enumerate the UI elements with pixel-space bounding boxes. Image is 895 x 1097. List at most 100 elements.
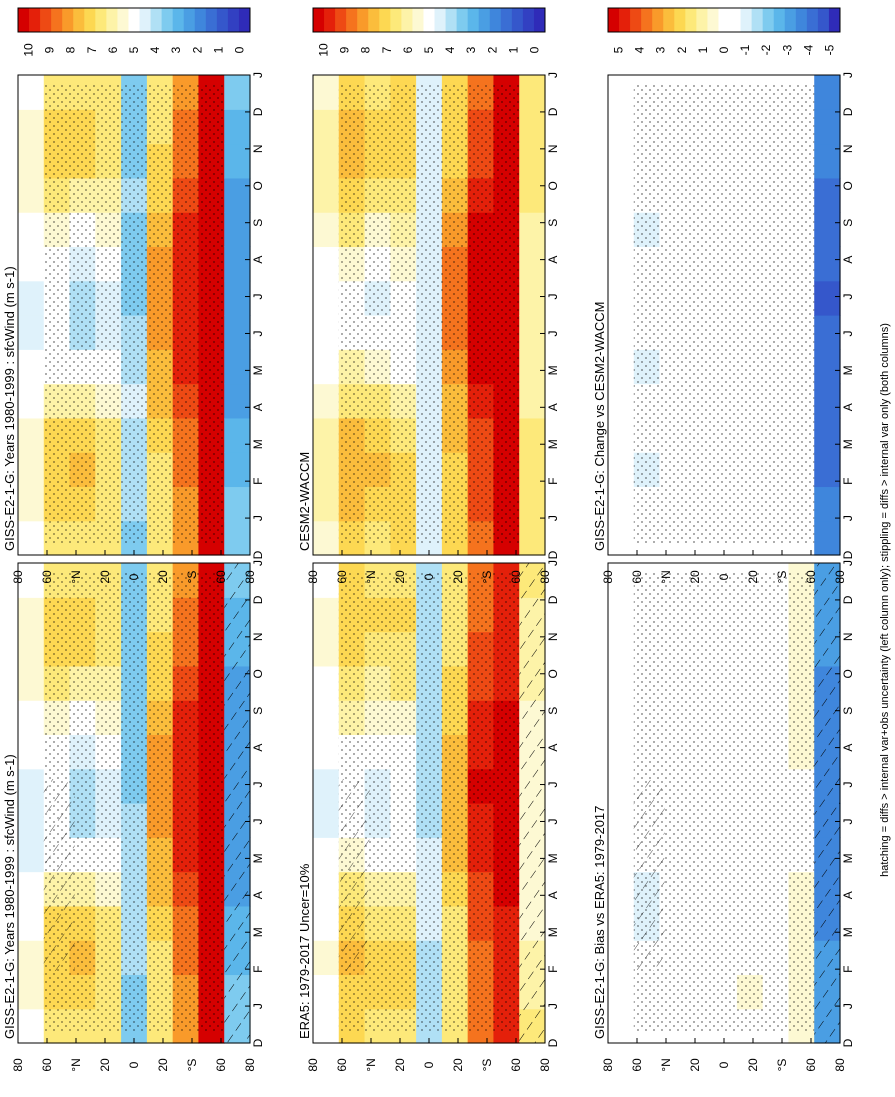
lat-tick-label: 60 [335, 570, 349, 584]
colorbar-label: 10 [22, 43, 36, 57]
colorbar-label: 7 [85, 46, 99, 53]
month-tick-label: J [546, 782, 560, 788]
month-tick-label: M [251, 927, 265, 937]
heat-cell [608, 837, 635, 873]
colorbar-swatch [128, 8, 141, 32]
heat-cell [18, 177, 45, 213]
month-tick-label: M [251, 365, 265, 375]
colorbar-swatch [379, 8, 391, 32]
colorbar-label: 0 [527, 46, 541, 53]
heat-cell [18, 246, 45, 282]
heat-cell [18, 734, 45, 770]
month-tick-label: A [546, 403, 560, 411]
heat-cell [18, 486, 45, 522]
heat-cell [814, 109, 841, 145]
colorbar-label: 8 [64, 46, 78, 53]
heat-cell [313, 905, 340, 941]
lat-tick-label: 20 [393, 570, 407, 584]
heat-cell [313, 803, 340, 838]
colorbar-swatch [117, 8, 129, 32]
colorbar-swatch [641, 8, 653, 32]
heat-cell [18, 803, 45, 838]
heat-cell [313, 75, 340, 110]
month-tick-label: A [546, 744, 560, 752]
month-tick-label: S [841, 219, 855, 227]
heat-cell [313, 246, 340, 282]
lat-tick-label: 20 [156, 1058, 170, 1072]
colorbar-swatch [227, 8, 240, 32]
colorbar-swatch [40, 8, 52, 32]
month-tick-label: O [251, 669, 265, 678]
hatching [633, 779, 665, 971]
heat-cell [519, 143, 546, 179]
lat-tick-label: 80 [306, 1058, 320, 1072]
month-tick-label: M [546, 927, 560, 937]
lat-tick-label: 20 [688, 1058, 702, 1072]
month-tick-label: A [251, 891, 265, 899]
lat-tick-label: 60 [804, 570, 818, 584]
month-tick-label: O [251, 181, 265, 190]
colorbar-swatch [412, 8, 424, 32]
heat-cell [814, 349, 841, 385]
panel-title: GISS-E2-1-G: Bias vs ERA5: 1979-2017 [592, 806, 607, 1039]
month-tick-label: J [251, 782, 265, 788]
heat-cell [608, 734, 635, 770]
month-tick-label: J [546, 294, 560, 300]
month-tick-label: J [841, 1003, 855, 1009]
colorbar-swatch [762, 8, 775, 32]
heat-cell [814, 520, 841, 556]
heat-cell [313, 452, 340, 488]
stippling [43, 85, 225, 545]
month-tick-label: J [841, 818, 855, 824]
colorbar-swatch [522, 8, 535, 32]
heat-cell [608, 520, 635, 556]
heat-cell [18, 940, 45, 976]
heat-cell [18, 109, 45, 145]
lat-tick-label: 60 [214, 1058, 228, 1072]
month-tick-label: S [841, 707, 855, 715]
colorbar-swatch [313, 8, 325, 32]
heat-cell [519, 349, 546, 385]
colorbar-swatch [806, 8, 819, 32]
colorbar-label: -4 [801, 44, 815, 55]
month-tick-label: F [546, 477, 560, 484]
month-tick-label: M [546, 365, 560, 375]
lat-tick-label: 20 [98, 570, 112, 584]
heat-cell [608, 75, 635, 110]
heat-cell [224, 143, 251, 179]
hatching [814, 563, 840, 1043]
heat-cell [18, 520, 45, 556]
colorbar-label: 8 [359, 46, 373, 53]
colorbar-swatch [707, 8, 719, 32]
colorbar-label: 2 [485, 46, 499, 53]
month-tick-label: J [251, 818, 265, 824]
heat-cell [814, 486, 841, 522]
colorbar-swatch [828, 8, 841, 32]
colorbar-swatch [740, 8, 753, 32]
colorbar-label: 2 [675, 46, 689, 53]
month-tick-label: J [546, 560, 560, 566]
colorbar-swatch [674, 8, 686, 32]
month-tick-label: D [841, 1038, 855, 1047]
month-tick-label: O [841, 669, 855, 678]
colorbar-swatch [652, 8, 664, 32]
colorbar-swatch [161, 8, 174, 32]
heat-cell [313, 212, 340, 248]
lat-tick-label: °N [659, 1058, 673, 1071]
colorbar-label: 1 [506, 46, 520, 53]
heat-cell [608, 486, 635, 522]
heat-cell [519, 75, 546, 110]
heat-cell [313, 974, 340, 1010]
panel-4: D J F M A M J J A S O N D J 80 60 °N 20 0 20 °S 60 80 GISS-E2-1… [592, 560, 855, 1072]
colorbar-swatch [619, 8, 631, 32]
colorbar-label: 10 [317, 43, 331, 57]
heat-cell [608, 905, 635, 941]
month-tick-label: F [251, 965, 265, 972]
heat-cell [519, 520, 546, 556]
heat-cell [313, 383, 340, 419]
lat-tick-label: 60 [509, 570, 523, 584]
heat-cell [519, 486, 546, 522]
colorbar-label: 4 [633, 46, 647, 53]
heat-cell [519, 280, 546, 316]
heat-cell [814, 246, 841, 282]
